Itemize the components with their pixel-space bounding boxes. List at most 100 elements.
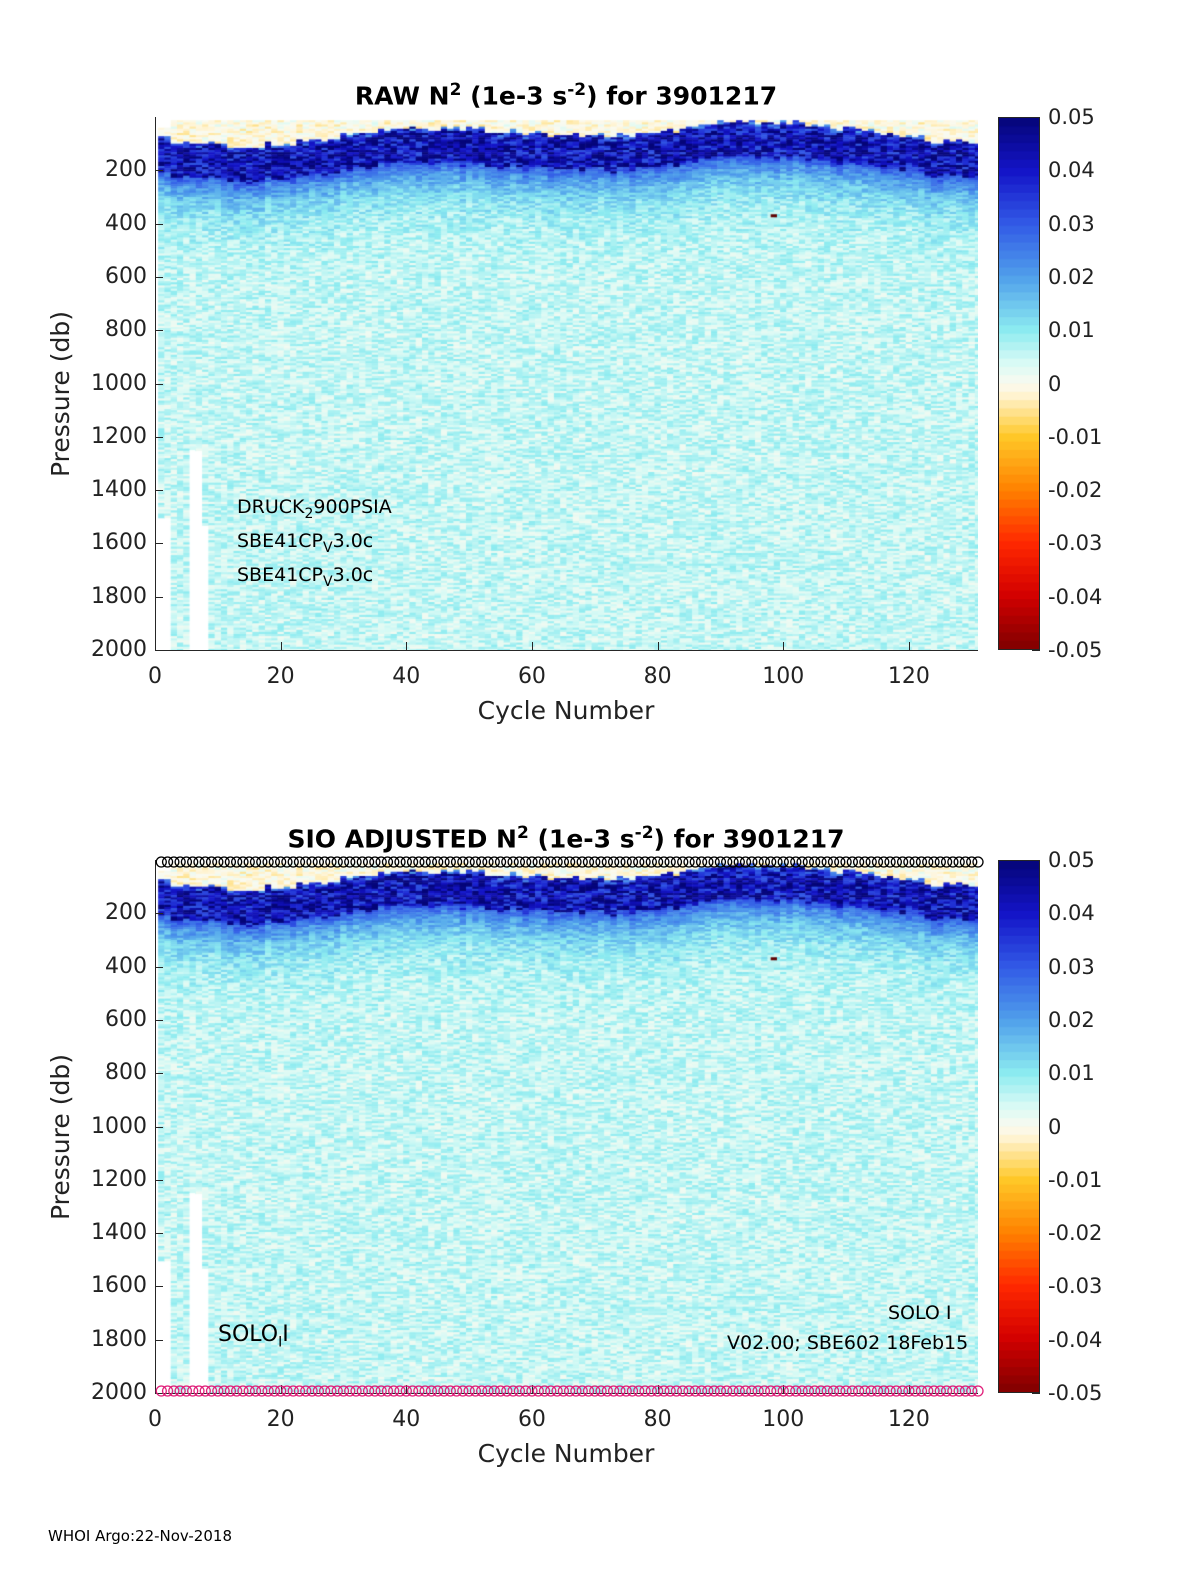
colorbar — [998, 117, 1040, 650]
profile-top-marker — [677, 856, 689, 868]
profile-bottom-marker — [746, 1385, 758, 1397]
profile-bottom-marker — [520, 1385, 532, 1397]
profile-bottom-marker — [721, 1385, 733, 1397]
profile-bottom-marker — [293, 1385, 306, 1397]
profile-bottom-marker — [488, 1385, 500, 1397]
y-tick-mark — [155, 596, 163, 598]
float-type-annotation: SOLO I — [888, 1302, 952, 1324]
y-tick-mark — [155, 383, 163, 385]
x-axis-line — [155, 1393, 978, 1394]
profile-bottom-marker — [846, 1385, 859, 1397]
profile-top-marker — [507, 856, 519, 868]
colorbar-tick-label: 0.01 — [1048, 318, 1095, 343]
y-tick-mark — [155, 170, 163, 172]
profile-bottom-marker — [595, 1385, 607, 1397]
y-tick-label: 1400 — [91, 1220, 147, 1246]
profile-top-marker — [388, 856, 400, 868]
profile-bottom-marker — [689, 1385, 701, 1397]
profile-bottom-marker — [551, 1385, 563, 1397]
profile-bottom-marker — [249, 1385, 262, 1397]
profile-bottom-marker — [890, 1385, 902, 1397]
profile-top-marker — [538, 856, 551, 868]
profile-top-marker — [959, 856, 972, 868]
profile-top-marker — [557, 856, 570, 868]
profile-bottom-marker — [771, 1385, 783, 1397]
profile-bottom-marker — [482, 1385, 494, 1397]
profile-top-marker — [947, 856, 959, 868]
profile-bottom-marker — [865, 1385, 877, 1397]
profile-bottom-marker — [168, 1385, 180, 1397]
colorbar-tick-label: -0.05 — [1048, 1381, 1103, 1405]
colorbar-tick-label: 0.04 — [1048, 901, 1095, 926]
profile-top-marker — [922, 856, 934, 868]
y-tick-label: 1200 — [91, 423, 147, 449]
profile-bottom-marker — [626, 1385, 639, 1397]
y-tick-label: 1800 — [91, 1326, 147, 1352]
y-tick-label: 1000 — [91, 370, 147, 396]
profile-bottom-marker — [369, 1385, 381, 1397]
profile-bottom-marker — [651, 1385, 664, 1397]
x-tick-label: 60 — [517, 664, 546, 689]
colorbar-tick-label: -0.04 — [1048, 1327, 1103, 1352]
profile-bottom-marker — [174, 1385, 186, 1397]
profile-top-marker — [350, 856, 362, 868]
y-tick-mark — [155, 650, 163, 651]
chart-title: RAW N2 (1e-3 s-2) for 3901217 — [354, 80, 778, 111]
profile-bottom-marker — [664, 1385, 676, 1397]
profile-top-marker — [325, 856, 337, 868]
y-tick-label: 1800 — [91, 583, 147, 609]
x-tick-mark — [406, 1385, 408, 1393]
profile-bottom-marker — [494, 1385, 507, 1397]
profile-top-marker — [413, 856, 425, 868]
profile-top-marker — [494, 856, 507, 868]
profile-bottom-marker — [859, 1385, 871, 1397]
profile-bottom-marker — [871, 1385, 884, 1397]
profile-top-marker — [595, 856, 607, 868]
profile-top-marker — [821, 856, 833, 868]
profile-bottom-marker — [934, 1385, 946, 1397]
profile-top-marker — [551, 856, 563, 868]
profile-bottom-marker — [601, 1385, 613, 1397]
colorbar-tick-label: -0.02 — [1048, 478, 1103, 503]
profile-bottom-marker — [274, 1385, 287, 1397]
profile-top-marker — [394, 856, 406, 868]
profile-top-marker — [180, 856, 193, 868]
profile-bottom-marker — [193, 1385, 205, 1397]
profile-bottom-marker — [161, 1385, 174, 1397]
profile-top-marker — [972, 856, 984, 868]
y-tick-mark — [155, 1179, 163, 1181]
profile-top-marker — [733, 856, 745, 868]
profile-bottom-marker — [180, 1385, 193, 1397]
profile-top-marker — [432, 856, 444, 868]
profile-top-marker — [237, 856, 249, 868]
colorbar-tick-label: -0.03 — [1048, 531, 1103, 556]
profile-bottom-marker — [350, 1385, 362, 1397]
profile-top-marker — [796, 856, 808, 868]
profile-top-marker — [721, 856, 733, 868]
x-tick-mark — [783, 642, 785, 650]
profile-bottom-marker — [670, 1385, 683, 1397]
y-tick-mark — [155, 223, 163, 225]
profile-bottom-marker — [237, 1385, 249, 1397]
profile-bottom-marker — [777, 1385, 789, 1397]
profile-bottom-marker — [733, 1385, 745, 1397]
profile-top-marker — [777, 856, 789, 868]
profile-bottom-marker — [765, 1385, 777, 1397]
profile-bottom-marker — [406, 1385, 419, 1397]
x-tick-label: 40 — [392, 1407, 421, 1432]
x-tick-mark — [155, 642, 156, 650]
profile-top-marker — [664, 856, 676, 868]
profile-bottom-marker — [388, 1385, 400, 1397]
profile-bottom-marker — [884, 1385, 896, 1397]
profile-top-marker — [702, 856, 714, 868]
y-tick-label: 200 — [105, 900, 147, 926]
profile-bottom-marker — [218, 1385, 230, 1397]
profile-top-marker — [790, 856, 802, 868]
x-tick-mark — [657, 642, 659, 650]
profile-bottom-marker — [922, 1385, 934, 1397]
colorbar — [998, 860, 1040, 1393]
profile-top-marker — [834, 856, 846, 868]
profile-top-marker — [444, 856, 456, 868]
profile-bottom-marker — [796, 1385, 808, 1397]
profile-top-marker — [256, 856, 268, 868]
